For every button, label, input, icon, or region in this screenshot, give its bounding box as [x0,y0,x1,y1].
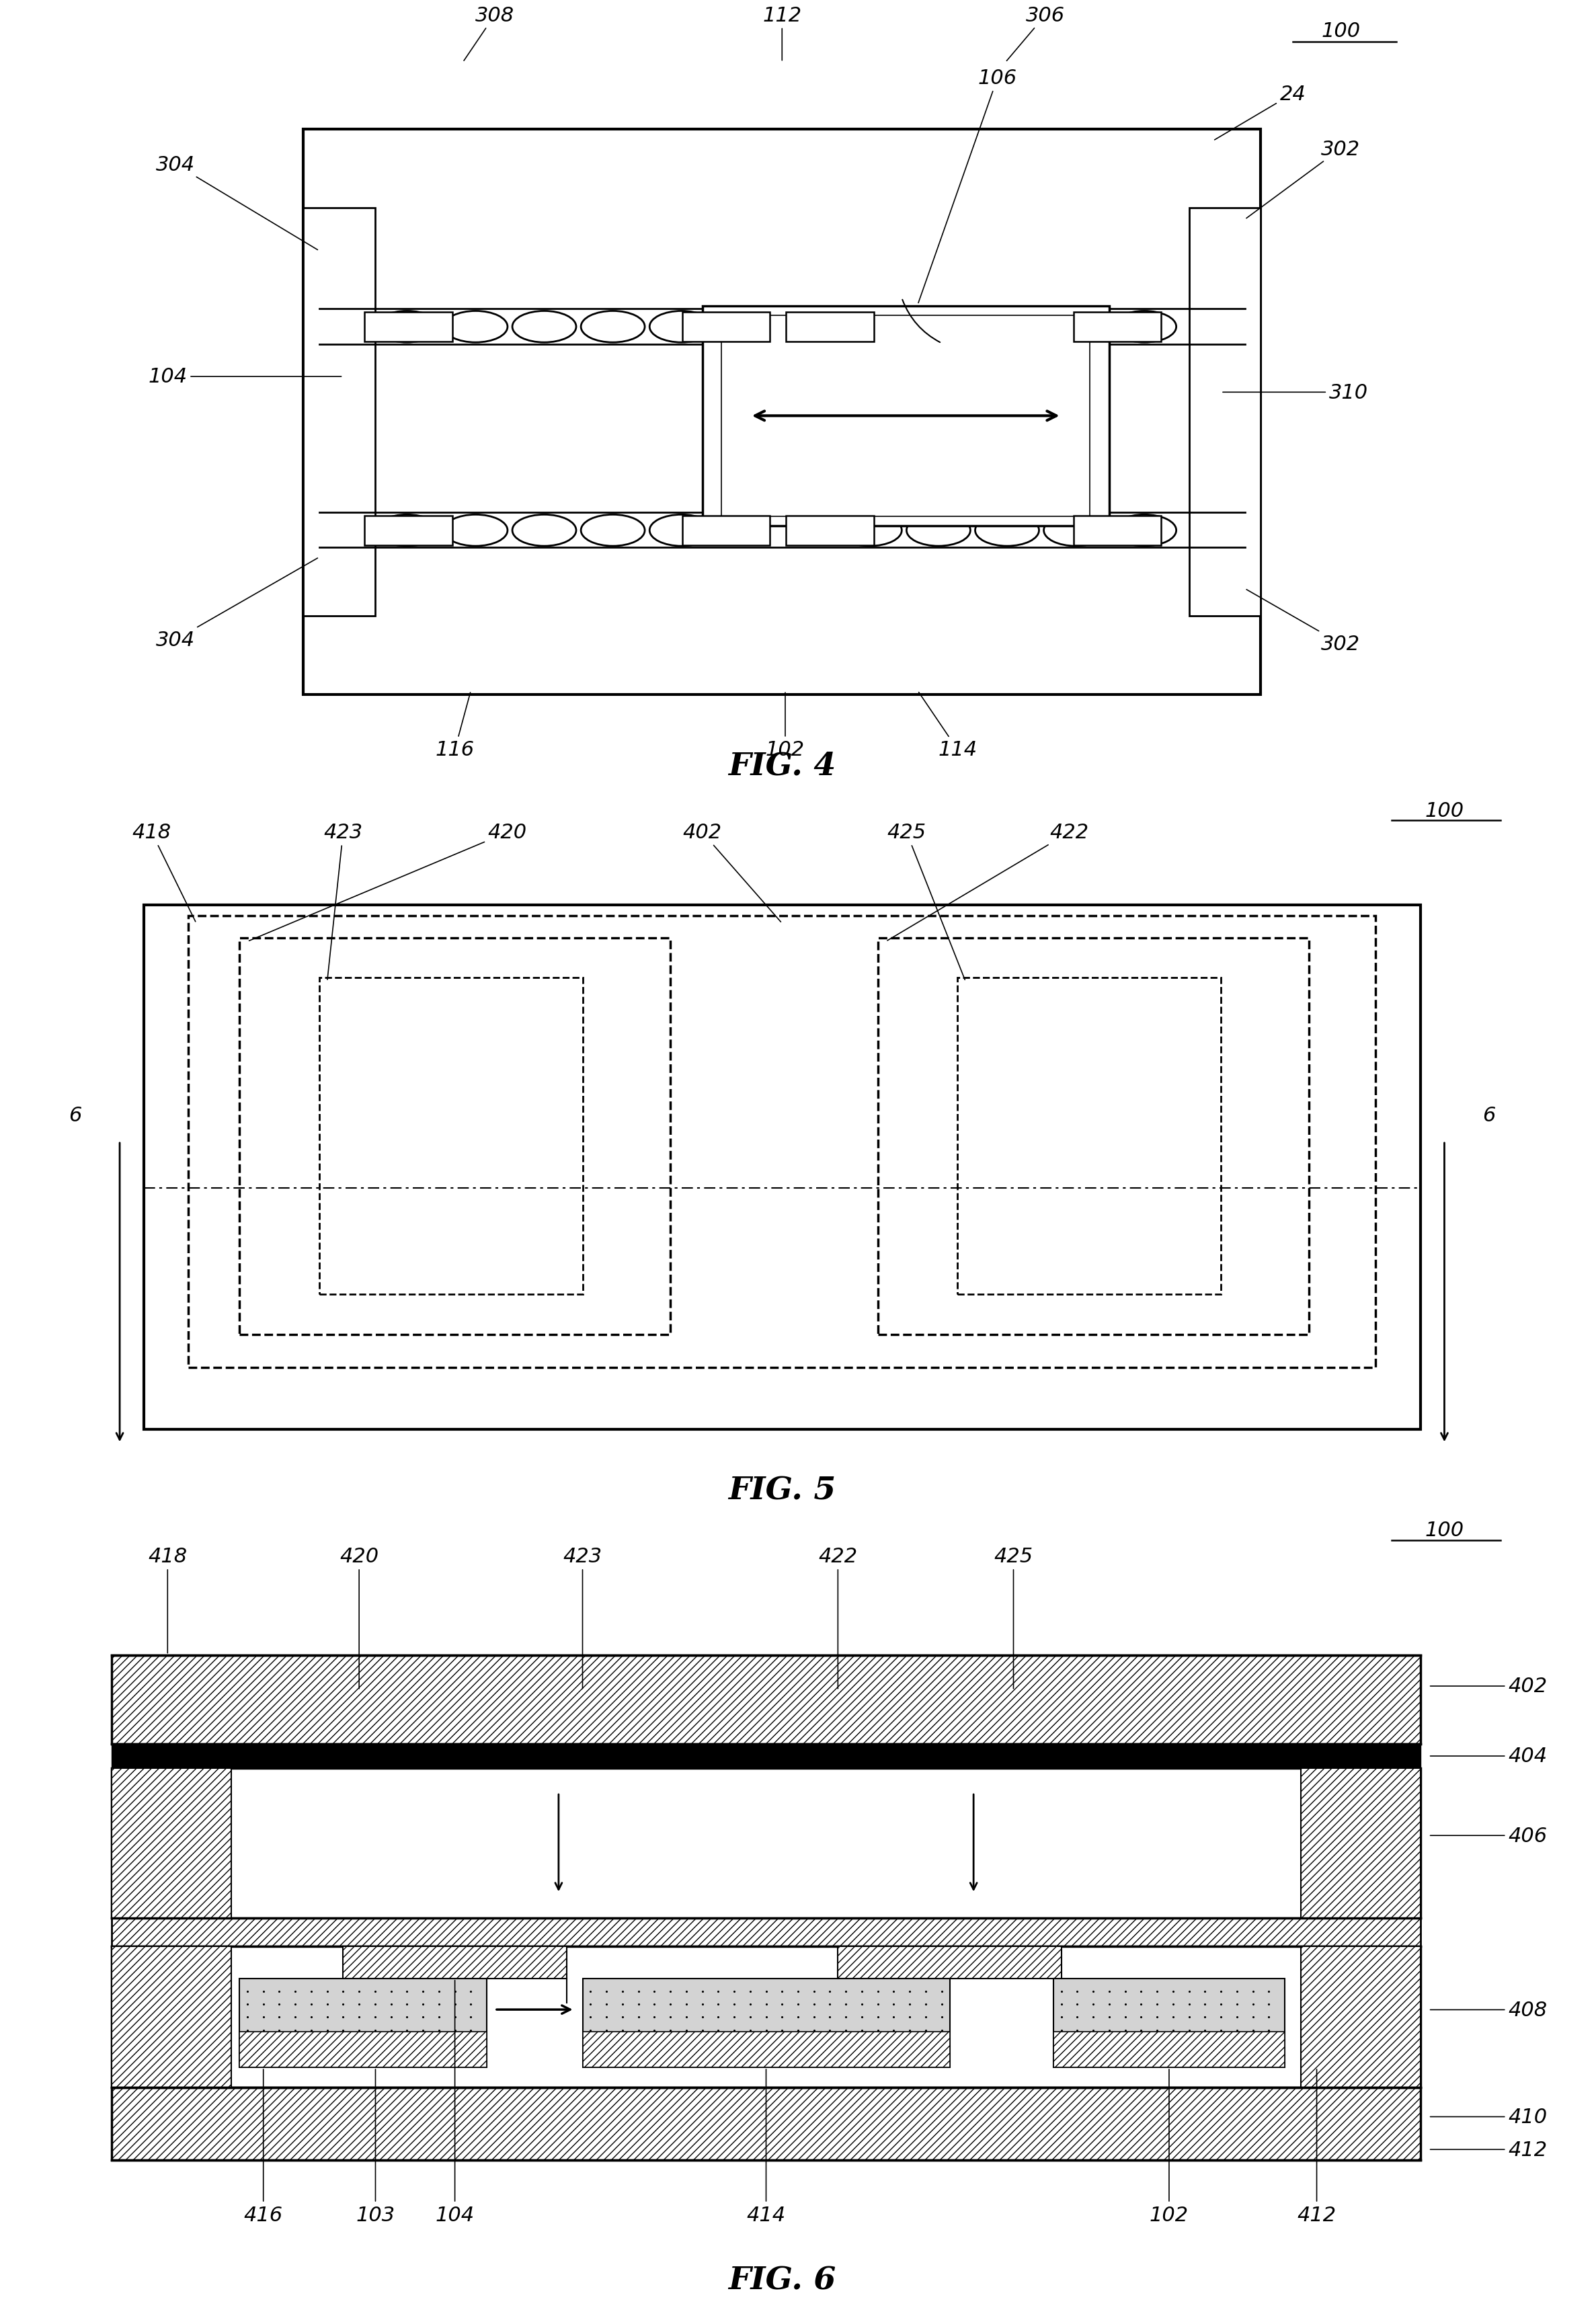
Text: 102: 102 [766,693,804,760]
Text: 416: 416 [244,2070,282,2225]
Text: 414: 414 [747,2070,785,2225]
Text: 420: 420 [249,822,527,940]
Text: 116: 116 [436,693,474,760]
Text: 402: 402 [1430,1677,1547,1696]
Bar [721,316,1090,517]
Bar [683,312,769,342]
Text: 104: 104 [436,1980,474,2225]
Bar [1073,515,1160,545]
Text: 304: 304 [156,559,318,649]
Text: 100: 100 [1425,1520,1464,1538]
Bar [583,1977,950,2067]
Text: FIG. 6: FIG. 6 [728,2264,836,2296]
Bar [112,2088,1420,2160]
Text: 412: 412 [1298,2070,1336,2225]
Bar [303,129,1261,695]
Text: 6: 6 [69,1104,81,1125]
Bar [188,917,1376,1368]
Text: 100: 100 [1321,21,1360,42]
Bar [702,307,1109,527]
Text: 310: 310 [1223,383,1368,402]
Bar [319,977,583,1294]
Text: FIG. 4: FIG. 4 [728,751,836,781]
Text: 410: 410 [1430,2107,1547,2128]
Bar [144,906,1420,1430]
Bar [239,938,670,1335]
Text: 422: 422 [819,1548,857,1689]
Text: 418: 418 [148,1548,187,1654]
Bar [112,1945,231,2088]
Bar [343,1945,567,1977]
Text: 304: 304 [156,155,318,249]
Bar [112,1945,1420,2088]
Bar [785,515,873,545]
Bar [1189,208,1261,617]
Bar [112,1917,1420,1945]
Text: 422: 422 [887,822,1088,940]
Bar [878,938,1309,1335]
Bar [303,208,375,617]
Bar [1073,312,1160,342]
Text: 408: 408 [1430,2000,1547,2019]
Text: 302: 302 [1246,139,1360,219]
Text: 406: 406 [1430,1825,1547,1846]
Text: 306: 306 [1007,7,1065,62]
Text: 402: 402 [683,822,780,922]
Bar [1301,1769,1420,1917]
Bar [583,2033,950,2067]
Bar [112,1769,1420,1917]
Bar [1053,2033,1285,2067]
Bar [112,1744,1420,1769]
Bar [364,515,453,545]
Bar [112,1769,231,1917]
Text: FIG. 5: FIG. 5 [728,1474,836,1506]
Bar [958,977,1221,1294]
Text: 308: 308 [464,7,514,62]
Bar [112,1654,1420,1744]
Text: 425: 425 [994,1548,1033,1689]
Bar [838,1945,1061,1977]
Text: 103: 103 [356,2070,394,2225]
Text: 418: 418 [132,822,195,922]
Text: 302: 302 [1246,589,1360,654]
Text: 100: 100 [1425,802,1464,820]
Text: 114: 114 [919,693,977,760]
Bar [239,2033,487,2067]
Text: 423: 423 [324,822,362,979]
Text: 420: 420 [340,1548,378,1689]
Text: 112: 112 [763,7,801,60]
Text: 412: 412 [1430,2139,1547,2160]
Text: 404: 404 [1430,1746,1547,1765]
Bar [1301,1945,1420,2088]
Bar [683,515,769,545]
Text: 24: 24 [1215,85,1306,141]
Text: 6: 6 [1483,1104,1495,1125]
Text: 106: 106 [918,69,1017,303]
Bar [785,312,873,342]
Text: 102: 102 [1149,2070,1189,2225]
Bar [239,1977,487,2067]
Text: 423: 423 [563,1548,602,1689]
Text: 104: 104 [148,367,342,386]
Bar [364,312,453,342]
Bar [1053,1977,1285,2067]
Text: 425: 425 [887,822,966,979]
